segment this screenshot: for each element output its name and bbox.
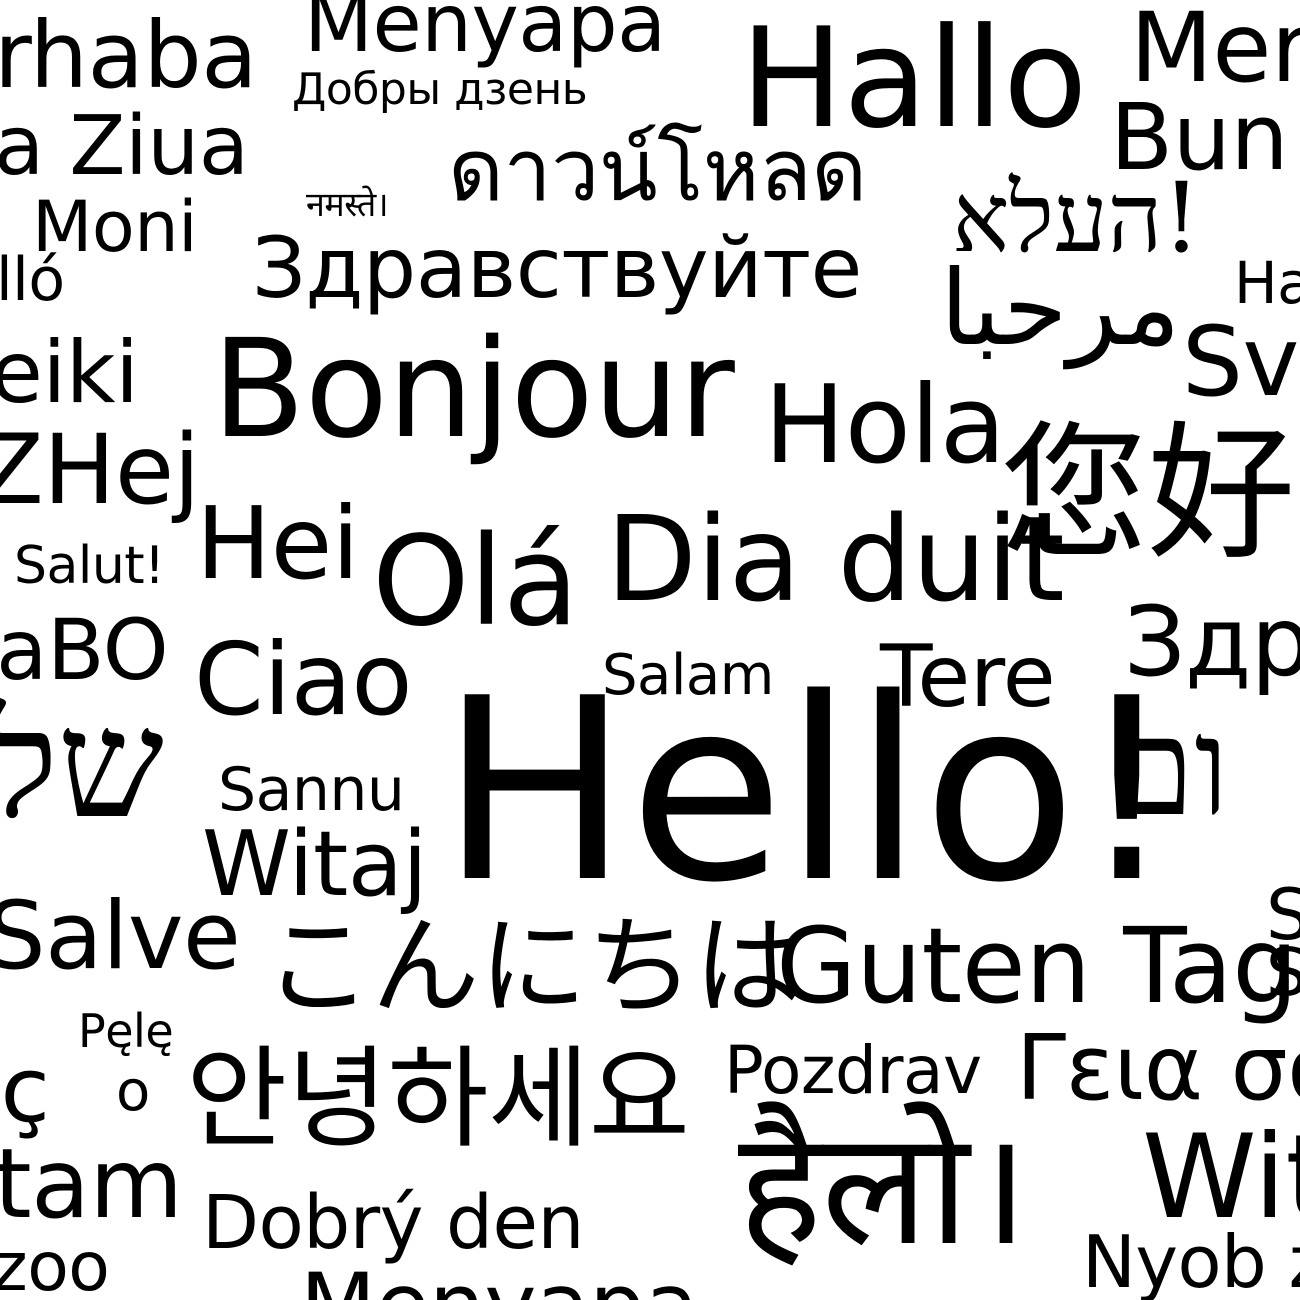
word-guten-tag: Guten Tag [776, 905, 1298, 1027]
word-arabic: مرحبا [940, 247, 1181, 369]
word-salve: Salve [0, 882, 241, 991]
word-zdr: Здр [1124, 586, 1300, 698]
word-menyapa-top: Menyapa [304, 0, 666, 70]
word-hallo-hu: lló [0, 245, 65, 315]
word-pozdrav: Pozdrav [724, 1032, 982, 1109]
word-tere: Tere [880, 627, 1056, 727]
word-salut: Salut! [14, 536, 165, 596]
word-mer: Mer [1130, 0, 1300, 104]
word-thai: ดาวน์โหลด [448, 121, 867, 221]
word-bonjour: Bonjour [212, 311, 735, 469]
word-buna-ziua: a Ziua [0, 99, 249, 194]
word-chinese: 您好 [1000, 408, 1296, 580]
word-hej: ZHej [0, 414, 200, 526]
word-wit: Wit [1142, 1110, 1300, 1245]
word-s-right: S [1266, 874, 1300, 956]
word-merhaba: rhaba [0, 2, 258, 109]
word-hallo: Hallo [740, 0, 1087, 159]
word-japanese: こんにちは [264, 905, 802, 1030]
word-sveiki: eiki [0, 323, 139, 423]
word-namaste: नमस्ते। [306, 185, 389, 225]
word-witaj: Witaj [202, 812, 427, 917]
word-merhaba-c: ıç [0, 1038, 50, 1143]
word-hei: Hei [196, 485, 360, 602]
word-shalom-left: של [0, 678, 164, 852]
word-ha: Ha [1234, 249, 1300, 317]
word-moni: Moni [32, 186, 198, 268]
word-ola: Olá [372, 510, 579, 654]
word-zdravstvuyte: Здравствуйте [252, 219, 862, 317]
word-shalom-right: ום [1110, 689, 1229, 847]
word-sv: Sv [1182, 306, 1299, 418]
word-salam: Salam [602, 643, 774, 708]
word-zoo: zoo [0, 1228, 110, 1300]
word-salam-tam: tam [0, 1128, 183, 1240]
word-ciao: Ciao [194, 621, 413, 738]
word-zdravo: aBO [0, 601, 169, 699]
word-hola: Hola [764, 363, 1006, 488]
word-dia-duit: Dia duit [606, 490, 1065, 628]
word-bun: Bun [1110, 84, 1289, 191]
word-dobry-den: Dobrý den [202, 1180, 584, 1266]
word-dobry-dzen: Добры дзень [292, 64, 588, 115]
word-sannu: Sannu [218, 755, 405, 825]
word-nyob-zoo: Nyob z [1082, 1220, 1300, 1300]
word-hello: Hello! [440, 645, 1177, 938]
word-greek: Γεια σα [1016, 1016, 1300, 1121]
word-korean: 안녕하세요 [186, 1035, 690, 1163]
word-menyapa-bottom: Menyapa [300, 1262, 699, 1300]
word-hindi-hello: हैलो। [738, 1097, 1029, 1281]
word-s-right2: S [1266, 934, 1300, 1011]
word-pele-o: o [116, 1059, 150, 1124]
word-hebrew-hello: העלא! [952, 162, 1201, 274]
word-pele: Pęlę [78, 1004, 174, 1058]
